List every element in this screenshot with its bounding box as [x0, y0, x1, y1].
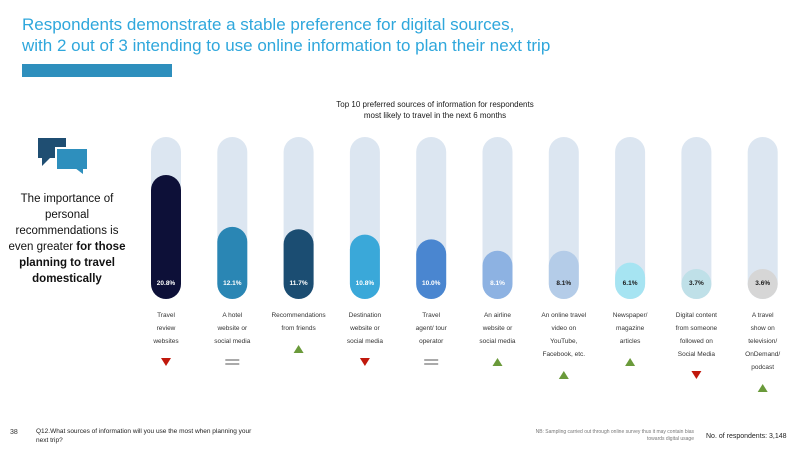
- bar-10: [747, 269, 778, 299]
- data-label-8: 6.1%: [623, 280, 638, 287]
- bar-1: [151, 175, 181, 299]
- data-label-10: 3.6%: [755, 280, 770, 287]
- category-label-2-line-3: social media: [214, 338, 251, 345]
- category-label-9-line-2: from someone: [676, 325, 718, 332]
- category-label-9-line-4: Social Media: [678, 351, 716, 358]
- category-label-9-line-1: Digital content: [676, 312, 717, 319]
- category-label-8-line-1: Newspaper/: [613, 312, 648, 319]
- category-label-3-line-1: Recommendations: [271, 312, 326, 319]
- trend-down-icon-4: [359, 358, 370, 366]
- data-label-2: 12.1%: [223, 280, 242, 287]
- category-label-4-line-3: social media: [347, 338, 384, 345]
- category-label-5-line-3: operator: [419, 338, 444, 345]
- bar-2: [217, 226, 248, 299]
- bar-5: [416, 239, 447, 299]
- category-label-6-line-2: website or: [482, 325, 513, 332]
- survey-question: Q12.What sources of information will you…: [36, 428, 252, 444]
- trend-up-icon-7: [558, 371, 569, 379]
- bar-8: [615, 262, 646, 299]
- category-label-1-line-1: Travel: [157, 312, 175, 319]
- category-label-10-line-2: show on: [751, 325, 776, 332]
- headline: Respondents demonstrate a stable prefere…: [22, 14, 582, 56]
- category-label-7-line-3: YouTube,: [550, 338, 578, 345]
- headline-line-2: with 2 out of 3 intending to use online …: [22, 36, 551, 55]
- bar-track-9: [681, 137, 712, 299]
- bar-track-8: [615, 137, 646, 299]
- bar-3: [283, 229, 314, 299]
- page-number: 38: [10, 429, 18, 436]
- data-label-6: 8.1%: [490, 280, 505, 287]
- data-label-9: 3.7%: [689, 280, 704, 287]
- headline-line-1: Respondents demonstrate a stable prefere…: [22, 15, 515, 34]
- category-label-10-line-3: television/: [748, 338, 777, 345]
- data-label-5: 10.0%: [422, 280, 441, 287]
- side-note-plain: The importance of personal recommendatio…: [8, 193, 119, 253]
- trend-down-icon-9: [691, 371, 702, 379]
- category-label-4-line-2: website or: [349, 325, 380, 332]
- bar-7: [548, 250, 579, 299]
- data-label-1: 20.8%: [157, 280, 176, 287]
- category-label-9-line-3: followed on: [680, 338, 713, 345]
- trend-up-icon-3: [293, 345, 304, 353]
- side-note-bold: for those planning to travel domesticall…: [19, 241, 126, 285]
- respondent-count: No. of respondents: 3,148: [706, 433, 787, 440]
- chart-title: Top 10 preferred sources of information …: [300, 99, 570, 121]
- category-label-7-line-2: video on: [552, 325, 577, 332]
- data-label-7: 8.1%: [556, 280, 571, 287]
- category-label-7-line-4: Facebook, etc.: [542, 351, 585, 358]
- accent-bar: [22, 64, 172, 77]
- bar-9: [681, 269, 712, 299]
- chart-title-line-2: most likely to travel in the next 6 mont…: [363, 111, 507, 120]
- category-label-7-line-1: An online travel: [541, 312, 586, 319]
- speech-bubbles-icon: [38, 138, 89, 176]
- category-label-2-line-1: A hotel: [222, 312, 242, 319]
- bar-4: [349, 234, 380, 299]
- category-label-6-line-3: social media: [479, 338, 516, 345]
- data-label-3: 11.7%: [290, 280, 308, 287]
- trend-down-icon-1: [161, 358, 171, 366]
- category-label-10-line-4: OnDemand/: [745, 351, 780, 358]
- category-label-8-line-2: magazine: [616, 325, 645, 332]
- category-label-5-line-2: agent/ tour: [416, 325, 448, 332]
- category-label-6-line-1: An airline: [484, 312, 511, 319]
- category-label-3-line-2: from friends: [281, 325, 316, 332]
- category-label-5-line-1: Travel: [422, 312, 440, 319]
- category-label-4-line-1: Destination: [349, 312, 382, 319]
- category-label-10-line-5: podcast: [751, 364, 774, 371]
- category-label-1-line-3: websites: [152, 338, 179, 345]
- trend-up-icon-6: [492, 358, 503, 366]
- chart-title-line-1: Top 10 preferred sources of information …: [336, 100, 534, 109]
- data-label-4: 10.8%: [356, 280, 375, 287]
- category-label-2-line-2: website or: [216, 325, 247, 332]
- side-note: The importance of personal recommendatio…: [8, 191, 126, 287]
- bar-6: [482, 250, 513, 299]
- trend-up-icon-10: [757, 384, 768, 392]
- category-label-1-line-2: review: [157, 325, 176, 332]
- sampling-note: NB: Sampling carried out through online …: [535, 429, 694, 442]
- category-label-10-line-1: A travel: [752, 312, 774, 319]
- bar-track-10: [747, 137, 778, 299]
- trend-up-icon-8: [625, 358, 636, 366]
- category-label-8-line-3: articles: [620, 338, 641, 345]
